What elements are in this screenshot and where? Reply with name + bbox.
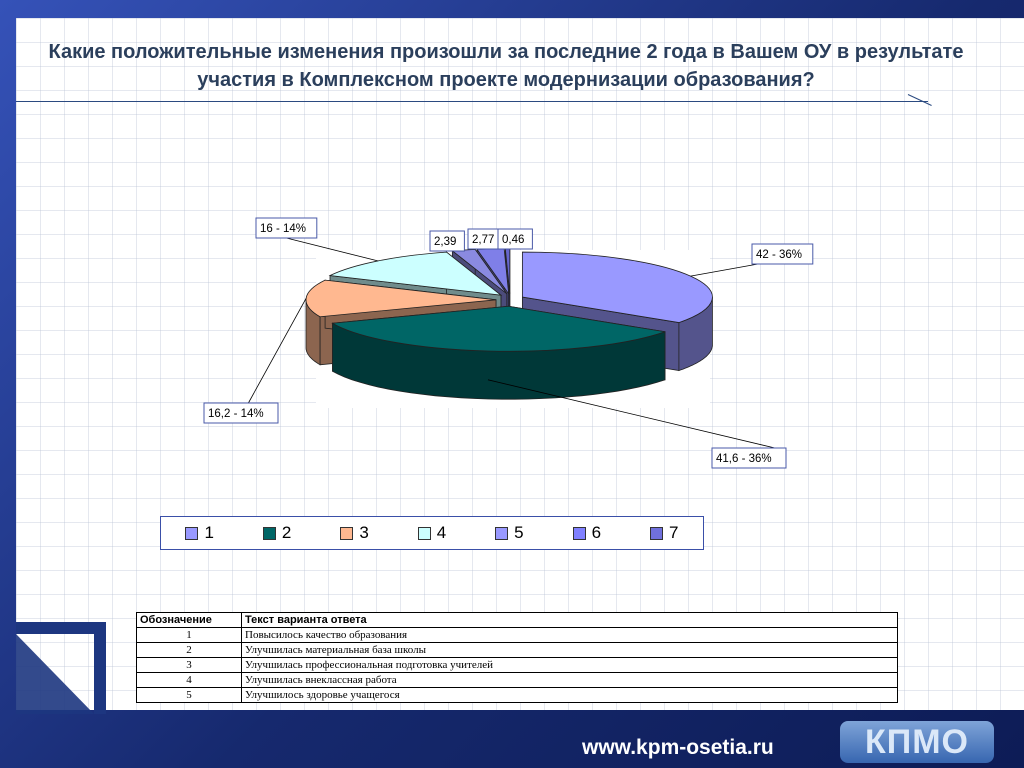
table-row: 3 Улучшилась профессиональная подготовка … [136,657,898,673]
logo-text: КПМО [865,722,969,761]
data-label: 2,39 [434,236,456,248]
legend-item: 1 [185,523,214,543]
table-cell-code: 1 [136,627,242,643]
legend-label: 7 [669,523,679,542]
pie-slice [331,305,666,352]
table-cell-code: 4 [136,672,242,688]
answers-table: Обозначение Текст варианта ответа 1 Повыс… [136,612,898,703]
legend-label: 4 [436,523,447,542]
data-label-box [429,230,465,252]
table-cell-code: 5 [136,687,242,703]
legend-item: 3 [340,523,369,543]
pie-tops [305,248,713,352]
data-label-box [255,217,318,239]
table-cell-code: 3 [136,657,242,673]
data-label-box [497,228,533,250]
data-label: 0,46 [502,234,524,246]
table-row: 5 Улучшилось здоровье учащегося [136,687,898,703]
data-label: 42 - 36% [756,249,802,261]
pie-slice [521,251,713,323]
legend-item: 4 [417,523,447,543]
data-label: 41,6 - 36% [716,453,772,465]
table-row: 4 Улучшилась внеклассная работа [136,672,898,688]
data-label: 16,2 - 14% [208,408,264,420]
data-label: 16 - 14% [260,223,306,235]
legend-label: 5 [514,523,524,542]
table-header-row: Обозначение Текст варианта ответа [136,612,898,628]
legend-label: 3 [359,523,369,542]
data-label-box [751,243,814,265]
legend-swatch [495,526,509,540]
data-label-box [203,402,279,424]
table-row: 1 Повысилось качество образования [136,627,898,643]
footer-url[interactable]: www.kpm-osetia.ru [582,736,774,759]
legend-item: 2 [262,523,292,543]
table-cell-code: 2 [136,642,242,658]
chart-legend: 1 2 3 4 5 6 7 [160,516,704,550]
column-header: Обозначение [136,612,242,628]
kpmo-logo: КПМО [840,721,994,763]
legend-swatch [650,526,663,540]
leader-line [248,298,307,404]
table-cell-text: Улучшилась внеклассная работа [241,672,898,688]
leader-line [690,263,759,277]
legend-swatch [572,526,586,540]
legend-item: 6 [572,523,602,543]
column-header: Текст варианта ответа [241,612,898,628]
legend-label: 6 [591,523,602,542]
legend-swatch [417,526,431,540]
legend-item: 7 [650,523,678,543]
legend-swatch [185,526,199,540]
slide-title: Какие положительные изменения произошли … [48,41,964,91]
legend-item: 5 [495,523,524,543]
table-cell-text: Улучшилась профессиональная подготовка у… [241,657,898,673]
leader-line [286,237,378,262]
legend-label: 2 [281,523,292,542]
table-cell-text: Повысилось качество образования [241,627,898,643]
table-row: 2 Улучшилась материальная база школы [136,642,898,658]
pie-callouts: 42 - 36% 41,6 - 36% 16,2 - 14% 16 - 14% 2,39… [203,217,814,469]
pie-slice [328,251,503,296]
title-rule [16,101,928,102]
table-cell-text: Улучшилась материальная база школы [241,642,898,658]
table-cell-text: Улучшилось здоровье учащегося [241,687,898,703]
legend-swatch [340,526,354,540]
data-label-box [711,447,787,469]
legend-label: 1 [204,523,214,542]
data-label: 2,77 [472,234,494,246]
corner-decoration [16,622,106,714]
leader-line [487,379,775,449]
legend-swatch [262,526,276,540]
